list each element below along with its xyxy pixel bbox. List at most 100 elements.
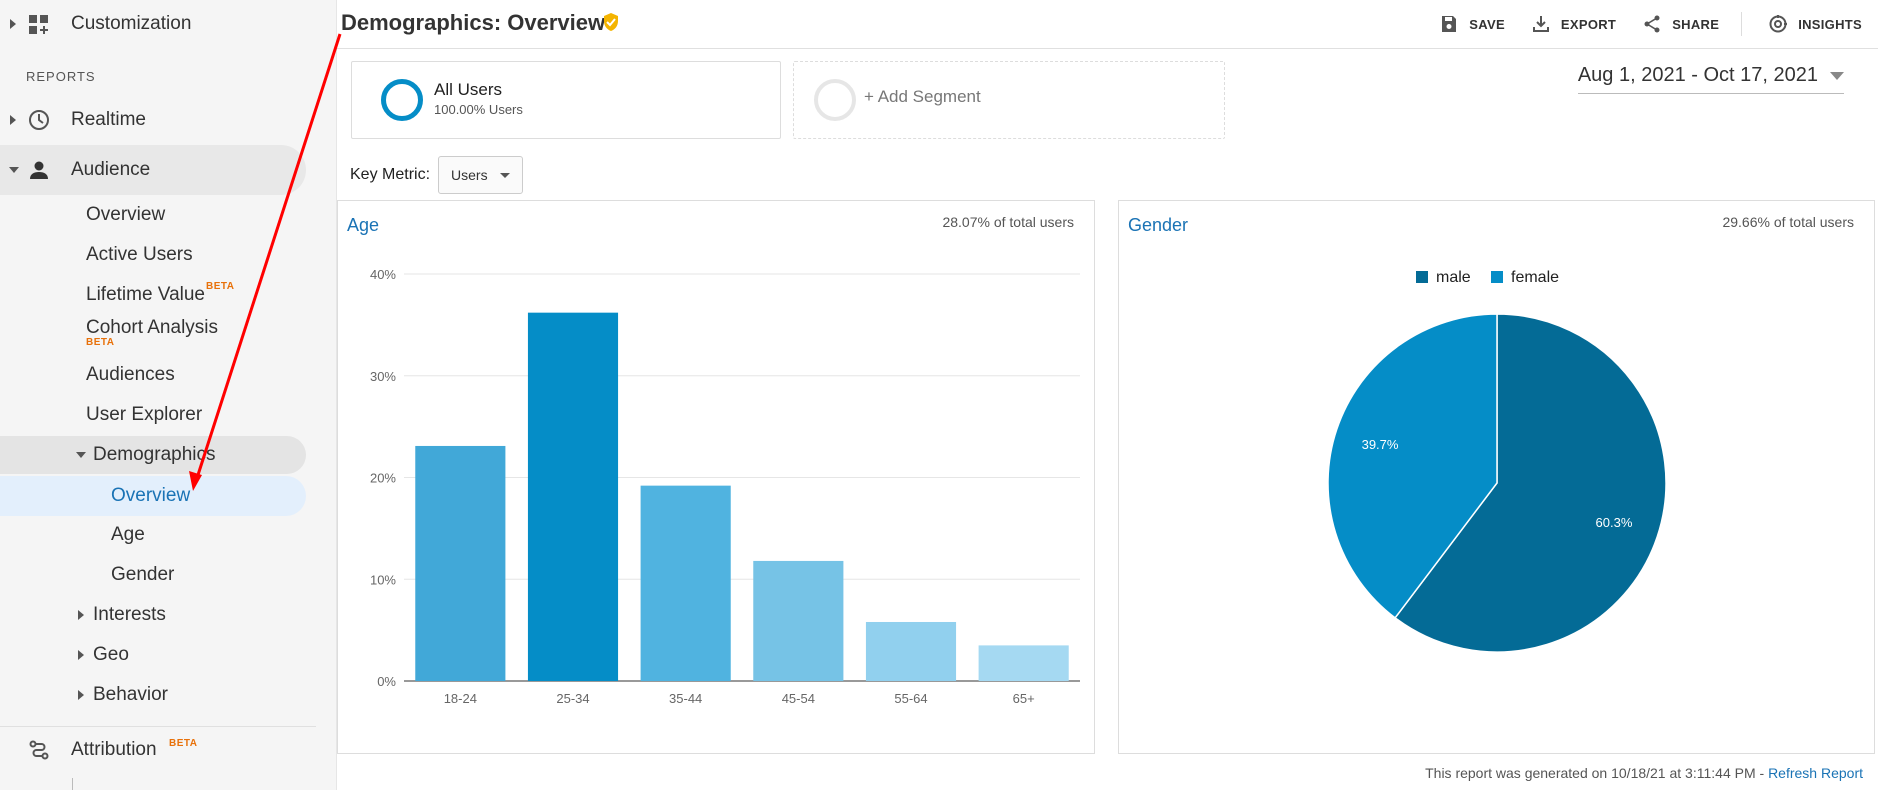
report-toolbar: SAVE EXPORT SHARE INSIGHTS	[1413, 12, 1862, 36]
sidebar-item-realtime[interactable]: Realtime	[0, 100, 336, 140]
save-label: SAVE	[1469, 16, 1505, 32]
add-segment-label: + Add Segment	[864, 87, 981, 106]
pie-value-label: 60.3%	[1596, 515, 1633, 530]
segment-color-icon	[381, 79, 423, 121]
add-segment-button[interactable]: + Add Segment	[793, 61, 1225, 139]
empty-segment-icon	[814, 79, 856, 121]
sidebar-item-label: Overview	[86, 204, 166, 225]
segment-percentage: 100.00% Users	[434, 102, 523, 117]
sidebar-item-label: Demographics	[93, 444, 216, 465]
sidebar-item-active-users[interactable]: Active Users	[0, 235, 336, 275]
bar-55-64	[865, 621, 957, 681]
sidebar-item-customization[interactable]: Customization	[0, 4, 336, 44]
segment-all-users[interactable]: All Users 100.00% Users	[351, 61, 781, 139]
insights-icon	[1769, 15, 1788, 33]
report-generated-text: This report was generated on 10/18/21 at…	[1425, 765, 1769, 781]
sidebar-item-label: Active Users	[86, 244, 193, 265]
caret-right-icon	[78, 610, 84, 620]
sidebar-divider	[0, 726, 316, 727]
sidebar-item-demographics-overview[interactable]: Overview	[0, 476, 336, 516]
bar-35-44	[640, 485, 731, 681]
pie-slice-male	[1394, 313, 1667, 653]
gender-panel-title[interactable]: Gender	[1128, 215, 1189, 235]
sidebar-item-behavior[interactable]: Behavior	[0, 675, 336, 715]
insights-label: INSIGHTS	[1798, 16, 1862, 32]
share-button[interactable]: SHARE	[1642, 14, 1719, 34]
x-tick-label: 18-24	[444, 691, 477, 706]
sidebar-item-label: Age	[111, 524, 145, 545]
sidebar-item-audiences[interactable]: Audiences	[0, 355, 336, 395]
x-tick-label: 25-34	[556, 691, 589, 706]
reports-header: REPORTS	[26, 69, 96, 84]
x-tick-label: 45-54	[782, 691, 815, 706]
age-bar-chart: 0% 10% 20% 30% 40% 18-24 25-34 35-44 45-54 55-64 6…	[370, 267, 1080, 706]
caret-right-icon	[10, 115, 16, 125]
caret-down-icon	[9, 167, 19, 173]
x-tick-label: 35-44	[669, 691, 702, 706]
report-generated-note: This report was generated on 10/18/21 at…	[1425, 765, 1863, 781]
caret-right-icon	[78, 690, 84, 700]
legend-swatch-male	[1416, 271, 1428, 283]
sidebar-item-label: Realtime	[71, 109, 146, 130]
key-metric-value: Users	[451, 167, 488, 183]
sidebar-item-demographics[interactable]: Demographics	[0, 435, 336, 475]
beta-badge: BETA	[206, 281, 235, 292]
sidebar-divider	[72, 778, 73, 790]
date-range-picker[interactable]: Aug 1, 2021 - Oct 17, 2021	[1577, 64, 1844, 94]
refresh-report-link[interactable]: Refresh Report	[1768, 765, 1863, 781]
age-panel: Age 28.07% of total users 0% 10% 20% 30% 40%…	[337, 200, 1095, 754]
x-tick-label: 55-64	[894, 691, 927, 706]
export-button[interactable]: EXPORT	[1531, 14, 1616, 34]
share-icon	[1644, 15, 1660, 33]
pie-value-label: 39.7%	[1362, 437, 1399, 452]
verified-shield-icon	[604, 13, 618, 31]
caret-down-icon	[76, 452, 86, 458]
sidebar-item-age[interactable]: Age	[0, 515, 336, 555]
sidebar-item-label: Audience	[71, 159, 151, 180]
gender-percent-of-total: 29.66% of total users	[1722, 214, 1854, 230]
dashboard-grid-icon	[29, 15, 48, 34]
age-panel-title[interactable]: Age	[347, 215, 380, 235]
sidebar-item-audience[interactable]: Audience	[0, 150, 336, 190]
sidebar-item-interests[interactable]: Interests	[0, 595, 336, 635]
gender-panel: Gender 29.66% of total users male female 6…	[1118, 200, 1875, 754]
sidebar-item-attribution[interactable]: Attribution BETA	[0, 730, 336, 770]
caret-right-icon	[78, 650, 84, 660]
attribution-icon	[29, 740, 49, 760]
sidebar-item-overview[interactable]: Overview	[0, 195, 336, 235]
key-metric-select[interactable]: Users	[438, 156, 523, 194]
page-title: Demographics: Overview	[341, 10, 606, 35]
segment-name: All Users	[434, 80, 503, 99]
toolbar-divider	[1741, 12, 1743, 36]
insights-button[interactable]: INSIGHTS	[1768, 14, 1862, 34]
beta-badge: BETA	[169, 738, 198, 749]
sidebar-item-geo[interactable]: Geo	[0, 635, 336, 675]
save-button[interactable]: SAVE	[1439, 14, 1505, 34]
key-metric-label: Key Metric:	[350, 166, 431, 183]
sidebar-item-label: Gender	[111, 564, 175, 585]
y-tick-label: 40%	[370, 267, 396, 282]
y-tick-label: 20%	[370, 471, 396, 486]
chevron-down-icon	[1830, 71, 1844, 80]
report-header: Demographics: Overview SAVE EXPORT SHARE…	[337, 0, 1878, 49]
sidebar-item-label: Audiences	[86, 364, 175, 385]
export-label: EXPORT	[1560, 16, 1617, 32]
date-range-value: Aug 1, 2021 - Oct 17, 2021	[1577, 64, 1818, 86]
export-icon	[1532, 16, 1549, 32]
sidebar-item-cohort-analysis[interactable]: Cohort Analysis BETA	[0, 308, 336, 348]
sidebar-item-label: Attribution	[71, 739, 157, 760]
bar-45-54	[753, 560, 844, 681]
share-label: SHARE	[1672, 16, 1720, 32]
clock-icon	[29, 110, 49, 130]
sidebar-item-gender[interactable]: Gender	[0, 555, 336, 595]
y-tick-label: 10%	[370, 572, 396, 587]
y-tick-label: 30%	[370, 369, 396, 384]
sidebar-item-label: Geo	[93, 644, 129, 665]
sidebar-item-label: Lifetime Value	[86, 284, 205, 305]
legend-label-female: female	[1511, 269, 1559, 286]
sidebar-item-user-explorer[interactable]: User Explorer	[0, 395, 336, 435]
sidebar-item-label: Interests	[93, 604, 166, 625]
save-icon	[1442, 16, 1457, 32]
gender-pie-chart: male female 60.3% 39.7%	[1327, 269, 1667, 653]
sidebar-item-label: Behavior	[93, 684, 168, 705]
